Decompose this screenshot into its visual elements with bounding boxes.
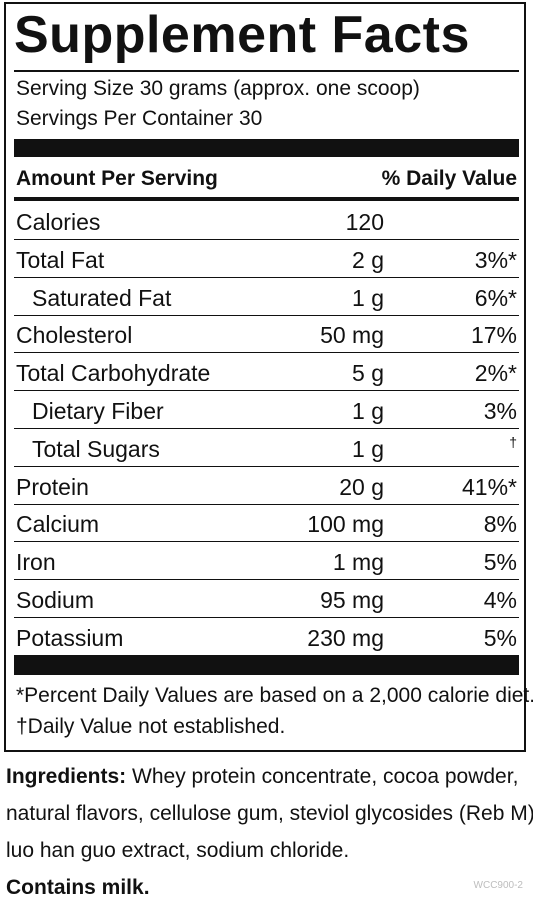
nutrient-amount: 50 mg (320, 322, 384, 349)
nutrient-daily-value: 3%* (474, 246, 517, 273)
nutrient-name: Potassium (16, 624, 124, 651)
row-divider (14, 503, 519, 505)
nutrient-name: Saturated Fat (32, 284, 172, 311)
nutrient-row: Total Carbohydrate 5 g 2%* (14, 354, 519, 392)
nutrient-daily-value: 41%* (462, 473, 517, 500)
dagger-footnote: †Daily Value not established. (16, 715, 286, 738)
nutrient-row: Total Sugars 1 g † (14, 430, 519, 467)
nutrient-amount: 230 mg (307, 624, 384, 651)
nutrient-row: Saturated Fat 1 g 6%* (14, 279, 519, 316)
nutrient-daily-value: 5% (483, 624, 517, 651)
nutrient-amount: 1 g (352, 284, 384, 311)
nutrient-daily-value: 8% (483, 511, 517, 538)
nutrient-daily-value: 6%* (474, 284, 517, 311)
nutrient-row: Calcium 100 mg 8% (14, 505, 519, 543)
ingredients-text-1: Whey protein concentrate, cocoa powder, (126, 765, 519, 788)
thick-divider-top (14, 139, 519, 157)
supplement-facts-panel (4, 2, 526, 752)
nutrient-daily-value: 3% (483, 398, 517, 424)
nutrient-daily-value: 4% (483, 587, 517, 613)
nutrient-amount: 100 mg (307, 511, 384, 538)
nutrient-amount: 1 mg (332, 549, 384, 576)
percent-footnote: *Percent Daily Values are based on a 2,0… (16, 684, 533, 707)
serving-size: Serving Size 30 grams (approx. one scoop… (16, 77, 420, 100)
row-divider (14, 390, 519, 392)
nutrient-amount: 2 g (352, 246, 384, 273)
row-divider (14, 465, 519, 467)
product-code: WCC900-2 (473, 880, 523, 891)
nutrient-name: Calories (16, 209, 101, 235)
nutrient-amount: 5 g (352, 360, 384, 387)
amount-per-serving-label: Amount Per Serving (16, 167, 218, 190)
nutrient-row: Total Fat 2 g 3%* (14, 241, 519, 278)
nutrient-name: Total Fat (16, 246, 105, 273)
amount-header: Amount Per Serving % Daily Value (16, 164, 517, 194)
row-divider (14, 541, 519, 543)
nutrient-name: Sodium (16, 587, 94, 613)
nutrient-daily-value: † (509, 433, 517, 450)
nutrient-row: Protein 20 g 41%* (14, 468, 519, 505)
nutrient-name: Dietary Fiber (32, 398, 164, 424)
row-divider (14, 239, 519, 240)
nutrient-name: Protein (16, 473, 89, 500)
nutrient-name: Total Sugars (32, 435, 160, 462)
nutrient-amount: 95 mg (320, 587, 384, 613)
row-divider (14, 276, 519, 278)
header-divider (14, 197, 519, 201)
row-divider (14, 617, 519, 618)
panel-title: Supplement Facts (14, 6, 470, 64)
row-divider (14, 314, 519, 316)
nutrient-row: Calories 120 (14, 203, 519, 240)
nutrient-name: Calcium (16, 511, 100, 538)
nutrient-amount: 20 g (339, 473, 384, 500)
nutrient-daily-value: 2%* (474, 360, 517, 387)
nutrient-name: Iron (16, 549, 56, 576)
nutrient-daily-value: 5% (483, 549, 517, 576)
allergen-statement: Contains milk. (6, 876, 150, 899)
nutrient-row: Dietary Fiber 1 g 3% (14, 392, 519, 429)
row-divider (14, 352, 519, 354)
nutrient-amount: 120 (345, 209, 384, 235)
nutrient-name: Cholesterol (16, 322, 133, 349)
row-divider (14, 579, 519, 581)
nutrient-name: Total Carbohydrate (16, 360, 211, 387)
nutrient-row: Potassium 230 mg 5% (14, 619, 519, 656)
title-divider (14, 70, 519, 72)
nutrient-row: Cholesterol 50 mg 17% (14, 316, 519, 354)
nutrient-amount: 1 g (352, 398, 384, 424)
nutrient-row: Iron 1 mg 5% (14, 543, 519, 581)
nutrient-amount: 1 g (352, 435, 384, 462)
nutrient-row: Sodium 95 mg 4% (14, 581, 519, 618)
ingredients-line-3: luo han guo extract, sodium chloride. (6, 839, 350, 862)
servings-per-container: Servings Per Container 30 (16, 107, 263, 130)
ingredients-heading: Ingredients: (6, 765, 127, 788)
nutrient-daily-value: 17% (470, 322, 517, 349)
ingredients-line-2: natural flavors, cellulose gum, steviol … (6, 802, 533, 825)
thick-divider-bottom (14, 655, 519, 675)
ingredients-line-1: Ingredients: Whey protein concentrate, c… (6, 762, 518, 792)
daily-value-label: % Daily Value (381, 167, 517, 190)
row-divider (14, 428, 519, 429)
